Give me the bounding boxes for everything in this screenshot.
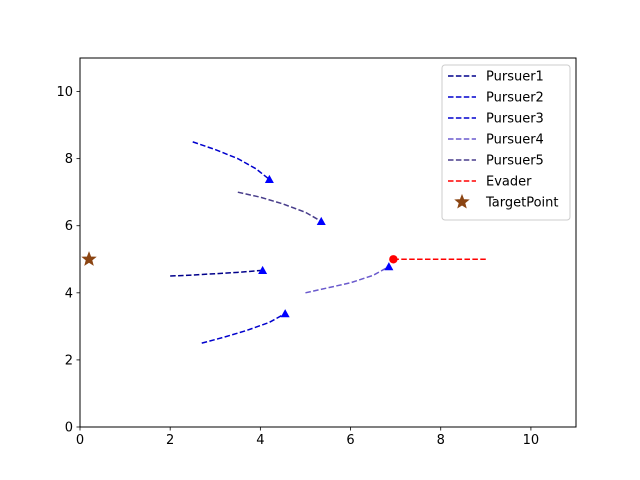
x-tick-label: 6	[346, 433, 354, 448]
x-tick-label: 4	[256, 433, 264, 448]
marker-pursuer2	[280, 309, 290, 318]
x-tick-label: 10	[523, 433, 540, 448]
y-tick-label: 10	[56, 85, 73, 100]
series-line-pursuer3	[192, 141, 270, 181]
legend-label-pursuer1: Pursuer1	[486, 70, 544, 85]
marker-pursuer3	[264, 174, 274, 184]
legend-swatch-targetpoint	[454, 193, 470, 209]
y-tick-label: 0	[65, 421, 73, 436]
axes-layer: 0 2 4 6 8 10 0 2 4 6 8 10	[56, 57, 577, 448]
marker-pursuer1	[258, 265, 268, 274]
marker-evader	[389, 255, 398, 264]
legend-label-pursuer2: Pursuer2	[486, 91, 544, 106]
marker-pursuer4	[384, 262, 394, 271]
marker-pursuer5	[316, 216, 326, 225]
legend-label-pursuer3: Pursuer3	[486, 112, 544, 127]
legend: Pursuer1 Pursuer2 Pursuer3 Pursuer4 Pursuer5…	[441, 64, 571, 221]
y-tick-label: 6	[65, 219, 73, 234]
legend-label-pursuer4: Pursuer4	[486, 133, 544, 148]
x-tick-label: 2	[166, 433, 174, 448]
y-tick-label: 2	[65, 353, 73, 368]
series-line-pursuer4	[305, 265, 390, 294]
x-tick-label: 0	[76, 433, 84, 448]
legend-label-targetpoint: TargetPoint	[485, 196, 559, 211]
legend-label-evader: Evader	[486, 175, 532, 190]
axes-frame	[79, 57, 577, 428]
x-tick-label: 8	[437, 433, 445, 448]
series-layer	[81, 141, 486, 344]
series-line-pursuer1	[170, 269, 263, 277]
target-point-marker	[81, 251, 97, 266]
y-tick-label: 4	[65, 286, 73, 301]
legend-label-pursuer5: Pursuer5	[486, 154, 544, 169]
y-tick-label: 8	[65, 152, 73, 167]
